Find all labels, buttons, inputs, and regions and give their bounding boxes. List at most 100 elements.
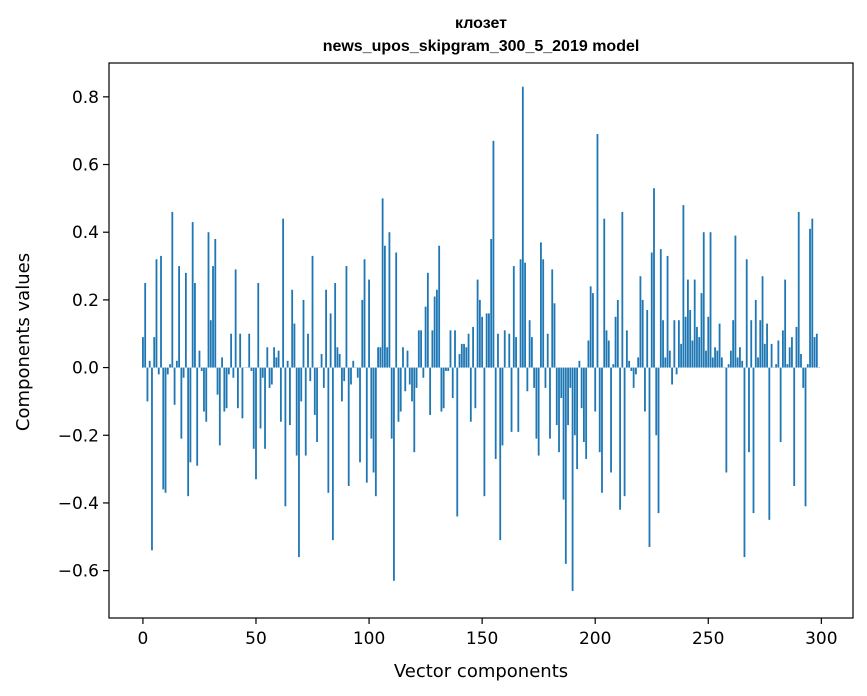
bar	[524, 262, 526, 368]
bar	[711, 357, 714, 368]
bar	[429, 367, 432, 415]
bar	[266, 347, 269, 368]
bar	[386, 347, 389, 368]
bar	[804, 367, 807, 507]
bar	[668, 350, 671, 368]
bar	[788, 347, 791, 368]
bar	[467, 333, 470, 368]
bar	[576, 367, 579, 470]
bar	[743, 367, 746, 558]
bar	[739, 347, 741, 368]
bar	[298, 367, 300, 558]
bar	[223, 367, 226, 412]
bar	[155, 259, 158, 368]
y-tick-label: 0.6	[72, 156, 99, 176]
bar	[757, 357, 759, 368]
bar	[691, 340, 694, 368]
bar	[289, 367, 291, 426]
bar	[510, 367, 513, 432]
x-tick-label: 100	[353, 629, 385, 649]
bar	[341, 367, 343, 402]
bar	[603, 218, 606, 368]
bar	[727, 364, 730, 368]
bar	[205, 367, 208, 422]
bar	[216, 367, 219, 395]
bar	[551, 269, 554, 368]
bar	[621, 211, 624, 368]
bar	[517, 367, 520, 432]
bar	[770, 343, 773, 368]
bar	[555, 367, 558, 426]
bar	[436, 289, 438, 368]
bar	[655, 367, 658, 436]
bar	[569, 367, 572, 388]
bar	[580, 367, 583, 409]
bar	[490, 238, 493, 368]
bar	[282, 218, 285, 368]
bar	[499, 367, 502, 541]
bar	[239, 333, 242, 368]
bar	[750, 320, 753, 368]
bar	[754, 299, 757, 368]
bar	[657, 367, 660, 514]
bar	[347, 367, 350, 487]
bar	[196, 367, 199, 466]
bar	[530, 337, 533, 368]
bar	[331, 367, 334, 541]
chart-title: клозет	[455, 15, 507, 32]
bar	[182, 367, 185, 378]
y-tick-label: 0.0	[72, 359, 99, 379]
bar	[359, 367, 361, 463]
bar	[422, 367, 425, 378]
bar	[673, 320, 676, 368]
bar	[164, 367, 167, 493]
bar	[476, 279, 479, 368]
bar	[417, 330, 420, 368]
bar	[322, 367, 325, 388]
bar	[696, 326, 698, 368]
bar	[383, 245, 386, 368]
bar	[659, 249, 662, 368]
bar	[671, 367, 673, 385]
bar	[732, 320, 735, 368]
bar	[791, 337, 793, 368]
bar	[313, 367, 316, 415]
bar	[445, 367, 447, 371]
bar	[779, 367, 782, 443]
bar	[180, 367, 183, 439]
bar	[646, 310, 649, 368]
bar	[393, 367, 395, 581]
bar	[171, 211, 174, 368]
bar	[203, 367, 205, 412]
bar	[300, 367, 303, 402]
bar	[279, 367, 282, 422]
bar	[689, 310, 692, 368]
y-tick-label: −0.4	[58, 494, 99, 514]
bar	[334, 282, 337, 368]
bar	[675, 367, 678, 375]
bar	[248, 333, 251, 368]
bar	[447, 367, 450, 371]
bar	[277, 350, 280, 368]
bar	[494, 367, 497, 459]
bar	[302, 299, 305, 368]
x-tick-label: 250	[692, 629, 724, 649]
bar	[175, 360, 178, 368]
bar	[232, 367, 235, 378]
bar	[402, 347, 404, 368]
bar	[682, 205, 685, 368]
bar	[166, 367, 169, 375]
bar	[184, 272, 187, 368]
bar	[169, 364, 171, 368]
bar	[273, 347, 275, 368]
bar	[725, 367, 728, 473]
bar	[431, 330, 434, 368]
bar	[811, 218, 814, 368]
bar	[424, 306, 427, 368]
bar	[786, 364, 789, 368]
bar	[388, 232, 391, 368]
bar	[469, 367, 472, 422]
bar	[488, 313, 490, 368]
bar	[809, 228, 811, 368]
bar	[390, 367, 393, 439]
